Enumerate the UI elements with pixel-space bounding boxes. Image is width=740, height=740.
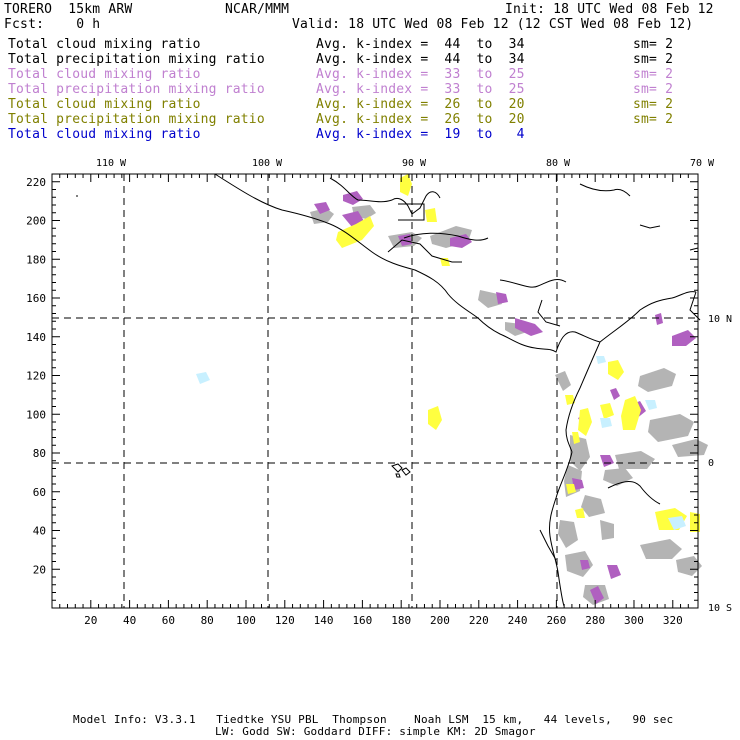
legend-smoothing: sm= 2: [633, 52, 674, 67]
x-tick-label: 160: [352, 614, 372, 627]
legend-kindex: Avg. k-index = 33 to 25: [316, 82, 525, 97]
x-tick-label: 280: [585, 614, 605, 627]
model-title: TORERO 15km ARW: [4, 2, 133, 17]
x-tick-label: 60: [162, 614, 175, 627]
x-axis: 20 40 60 80 100 120 140 160 180 200 220 240 260 280 30…: [51, 174, 689, 627]
legend-field: Total cloud mixing ratio: [8, 37, 201, 52]
lat-label: 0: [708, 458, 714, 469]
lat-label: 10 N: [708, 314, 732, 325]
x-tick-label: 260: [546, 614, 566, 627]
x-tick-label: 320: [663, 614, 683, 627]
legend-smoothing: sm= 2: [633, 67, 674, 82]
y-tick-label: 40: [33, 525, 46, 538]
x-tick-label: 300: [624, 614, 644, 627]
x-tick-label: 220: [469, 614, 489, 627]
y-tick-label: 120: [26, 370, 46, 383]
y-tick-label: 140: [26, 331, 46, 344]
y-tick-label: 60: [33, 486, 46, 499]
organization: NCAR/MMM: [225, 2, 290, 17]
legend-field: Total cloud mixing ratio: [8, 67, 201, 82]
legend-smoothing: sm= 2: [633, 112, 674, 127]
x-tick-label: 100: [236, 614, 256, 627]
x-tick-label: 120: [275, 614, 295, 627]
forecast-hour: Fcst: 0 h: [4, 17, 101, 32]
y-tick-label: 80: [33, 447, 46, 460]
x-tick-label: 80: [201, 614, 214, 627]
valid-time: Valid: 18 UTC Wed 08 Feb 12 (12 CST Wed …: [292, 17, 694, 32]
y-tick-label: 180: [26, 253, 46, 266]
legend-kindex: Avg. k-index = 33 to 25: [316, 67, 525, 82]
legend-kindex: Avg. k-index = 26 to 20: [316, 112, 525, 127]
physics-info: LW: Godd SW: Goddard DIFF: simple KM: 2D…: [215, 725, 536, 738]
legend-field: Total precipitation mixing ratio: [8, 52, 265, 67]
legend-smoothing: sm= 2: [633, 82, 674, 97]
model-info: Model Info: V3.3.1 Tiedtke YSU PBL Thomp…: [73, 713, 674, 726]
precipitation-field-purple: [314, 191, 696, 604]
y-tick-label: 200: [26, 215, 46, 228]
lon-label: 110 W: [96, 158, 127, 169]
x-tick-label: 20: [84, 614, 97, 627]
coastlines: [76, 173, 701, 607]
lat-label: 10 S: [708, 603, 732, 614]
y-tick-label: 160: [26, 292, 46, 305]
y-tick-label: 20: [33, 563, 46, 576]
lon-label: 100 W: [252, 158, 283, 169]
y-axis: 20 40 60 80 100 120 140 160 180 200 220: [26, 173, 698, 609]
y-tick-label: 100: [26, 408, 46, 421]
lon-label: 90 W: [402, 158, 427, 169]
x-tick-label: 240: [508, 614, 528, 627]
precipitation-field-yellow: [336, 174, 700, 532]
graticule: [52, 174, 698, 608]
y-tick-label: 220: [26, 176, 46, 189]
lon-label: 70 W: [690, 158, 715, 169]
legend-kindex: Avg. k-index = 19 to 4: [316, 127, 525, 142]
x-tick-label: 140: [314, 614, 334, 627]
x-tick-label: 40: [123, 614, 136, 627]
lon-label: 80 W: [546, 158, 571, 169]
x-tick-label: 200: [430, 614, 450, 627]
legend-kindex: Avg. k-index = 44 to 34: [316, 52, 525, 67]
legend-kindex: Avg. k-index = 26 to 20: [316, 97, 525, 112]
init-time: Init: 18 UTC Wed 08 Feb 12: [505, 2, 714, 17]
legend-field: Total precipitation mixing ratio: [8, 112, 265, 127]
legend-field: Total cloud mixing ratio: [8, 97, 201, 112]
legend-kindex: Avg. k-index = 44 to 34: [316, 37, 525, 52]
cloud-field-gray: [310, 205, 708, 605]
legend-field: Total cloud mixing ratio: [8, 127, 201, 142]
x-tick-label: 180: [391, 614, 411, 627]
cloud-field-cyan: [196, 356, 686, 530]
legend-smoothing: sm= 2: [633, 37, 674, 52]
legend-field: Total precipitation mixing ratio: [8, 82, 265, 97]
legend-smoothing: sm= 2: [633, 97, 674, 112]
map-frame: [51, 173, 699, 609]
